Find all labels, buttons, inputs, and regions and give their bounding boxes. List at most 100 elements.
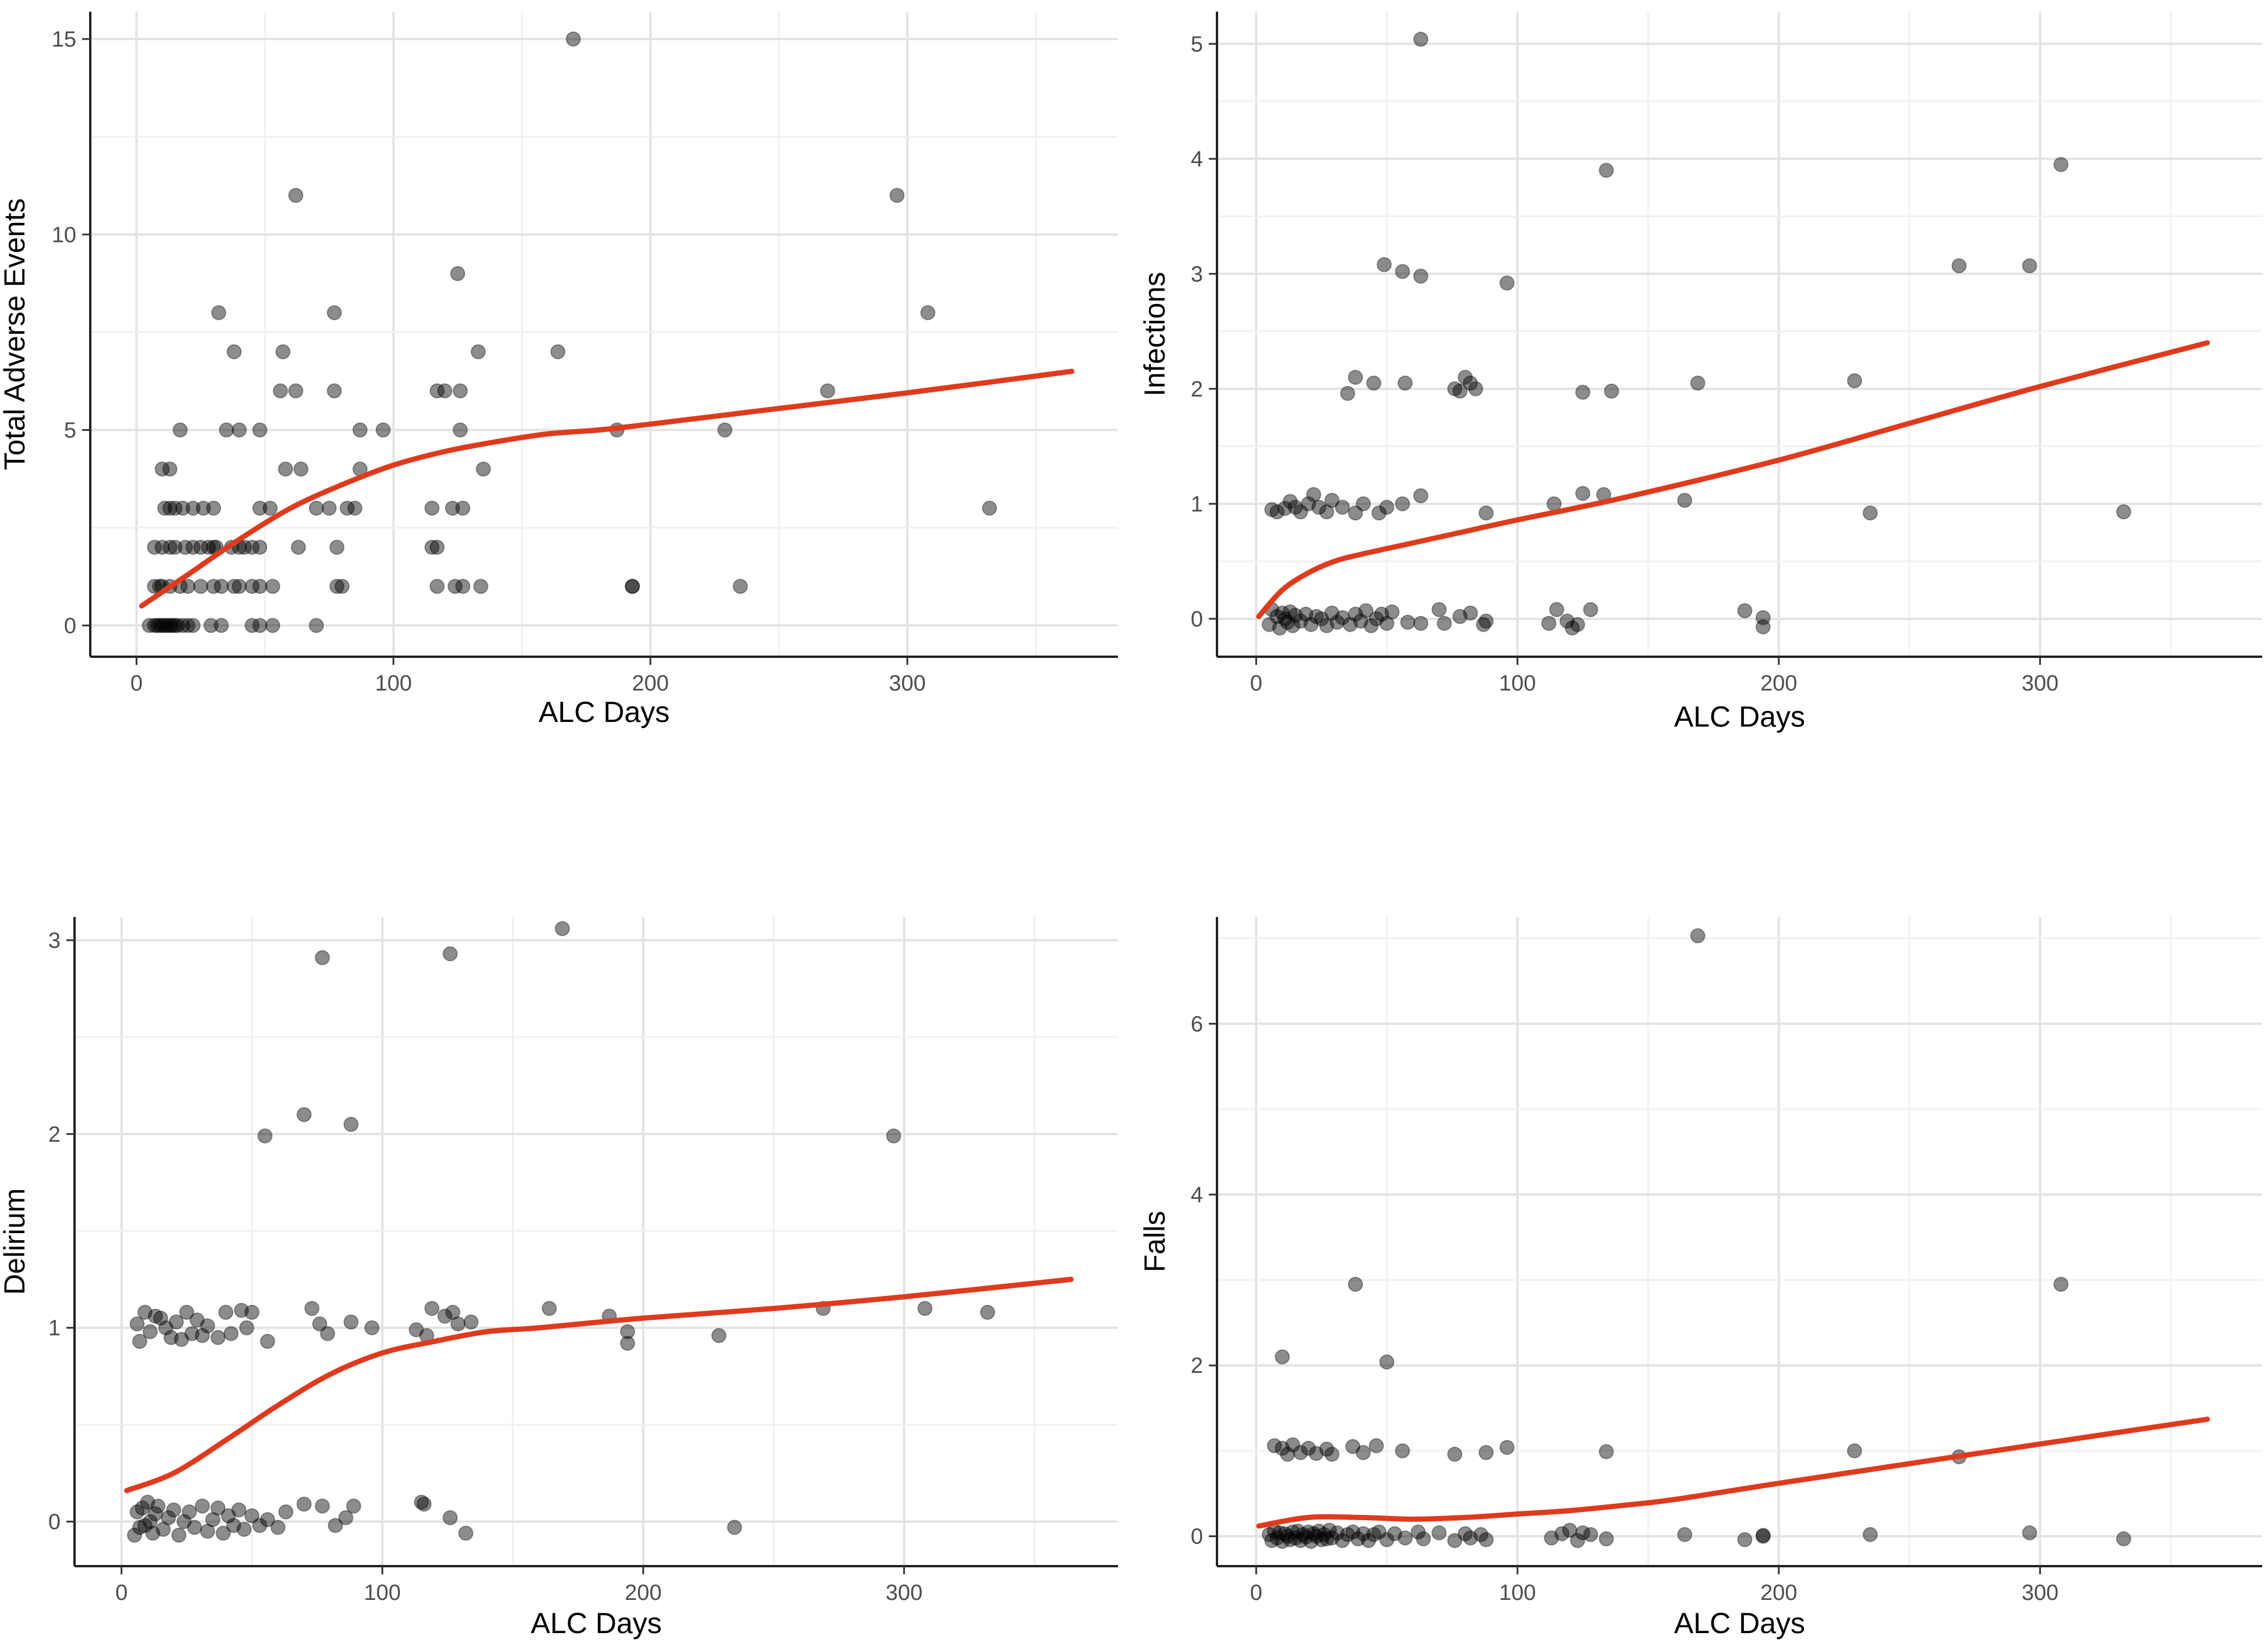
data-point <box>1280 614 1296 630</box>
x-axis-title: ALC Days <box>1674 700 1805 733</box>
x-tick-label: 300 <box>2022 1581 2058 1605</box>
data-point <box>1275 1440 1290 1456</box>
data-point <box>314 950 330 965</box>
data-point <box>252 1518 268 1534</box>
data-point <box>149 618 165 633</box>
data-point <box>167 618 183 633</box>
y-tick-label: 1 <box>1191 492 1203 516</box>
data-point <box>1431 1525 1447 1541</box>
data-point <box>1350 1531 1366 1547</box>
data-point <box>1285 618 1301 633</box>
data-point <box>376 422 391 438</box>
data-point <box>445 1304 461 1320</box>
grid <box>1217 12 2262 657</box>
data-point <box>231 1502 247 1518</box>
grid <box>1217 917 2262 1566</box>
data-point <box>1342 617 1358 632</box>
data-point <box>227 344 242 360</box>
y-axis-title: Falls <box>1138 1211 1171 1273</box>
data-point <box>1478 613 1494 629</box>
data-point <box>147 618 162 633</box>
data-point <box>1293 1444 1308 1460</box>
data-point <box>252 539 268 555</box>
x-tick-label: 200 <box>1760 1581 1797 1605</box>
data-point <box>620 1336 635 1351</box>
y-tick-label: 2 <box>1191 377 1203 402</box>
data-point <box>542 1301 557 1316</box>
data-point <box>166 1502 182 1518</box>
data-point <box>162 461 178 477</box>
data-point <box>338 1510 353 1525</box>
data-point <box>185 500 201 516</box>
x-tick-label: 200 <box>632 671 668 696</box>
data-point <box>157 500 172 516</box>
data-point <box>429 383 445 399</box>
data-point <box>154 618 170 633</box>
data-point <box>1335 1532 1350 1548</box>
data-point <box>273 383 288 399</box>
data-point <box>443 1510 458 1525</box>
data-point <box>1546 496 1562 512</box>
data-point <box>214 579 229 594</box>
data-point <box>476 461 491 477</box>
data-point <box>309 500 324 516</box>
data-point <box>473 579 489 594</box>
y-tick-label: 2 <box>1191 1354 1203 1378</box>
data-point <box>1447 1532 1463 1548</box>
x-tick-label: 100 <box>364 1581 401 1605</box>
data-point <box>252 579 268 594</box>
data-point <box>200 1524 215 1539</box>
data-point <box>343 1117 359 1132</box>
data-point <box>1395 1443 1410 1458</box>
data-point <box>172 422 188 438</box>
data-point <box>1287 1530 1303 1546</box>
data-point <box>347 500 363 516</box>
data-point <box>1319 504 1335 520</box>
data-point <box>327 383 342 399</box>
data-point <box>1308 608 1324 624</box>
data-point <box>1261 617 1277 632</box>
data-point <box>1275 1349 1290 1365</box>
data-point <box>1287 607 1303 623</box>
data-point <box>1598 162 1614 178</box>
y-tick-label: 0 <box>1191 607 1203 632</box>
x-tick-label: 300 <box>889 671 925 696</box>
data-point <box>1272 620 1287 636</box>
data-point <box>625 579 641 594</box>
data-point <box>194 1498 210 1514</box>
panel-delirium: 0 100 200 300 0 1 2 3 ALC Days Delirium <box>0 917 1118 1640</box>
data-point <box>1324 1446 1340 1462</box>
data-point <box>1282 604 1298 619</box>
data-point <box>1499 1440 1515 1456</box>
data-point <box>980 1304 995 1320</box>
data-point <box>233 1302 249 1318</box>
y-tick-label: 4 <box>1191 1183 1203 1208</box>
data-point <box>194 1327 210 1343</box>
data-point <box>346 1498 362 1514</box>
data-point <box>1575 384 1591 400</box>
data-point <box>1395 496 1410 512</box>
y-tick-label: 5 <box>64 419 76 443</box>
data-point <box>1452 608 1468 624</box>
data-point <box>1457 370 1473 385</box>
data-point <box>1478 1532 1494 1548</box>
data-point <box>145 1525 161 1541</box>
data-point <box>1951 258 1967 274</box>
data-point <box>1384 604 1400 619</box>
data-point <box>620 1324 635 1340</box>
data-point <box>416 1496 432 1512</box>
data-point <box>1298 606 1314 622</box>
data-point <box>167 500 183 516</box>
x-tick-label: 0 <box>115 1581 128 1605</box>
data-point <box>1397 375 1413 391</box>
data-point <box>1356 496 1371 512</box>
data-point <box>132 1520 147 1535</box>
data-point <box>1269 504 1285 520</box>
data-point <box>727 1520 742 1535</box>
data-point <box>1473 1527 1489 1542</box>
data-point <box>1755 1528 1771 1543</box>
data-point <box>1311 1523 1327 1539</box>
data-point <box>153 1310 168 1326</box>
data-point <box>321 500 337 516</box>
